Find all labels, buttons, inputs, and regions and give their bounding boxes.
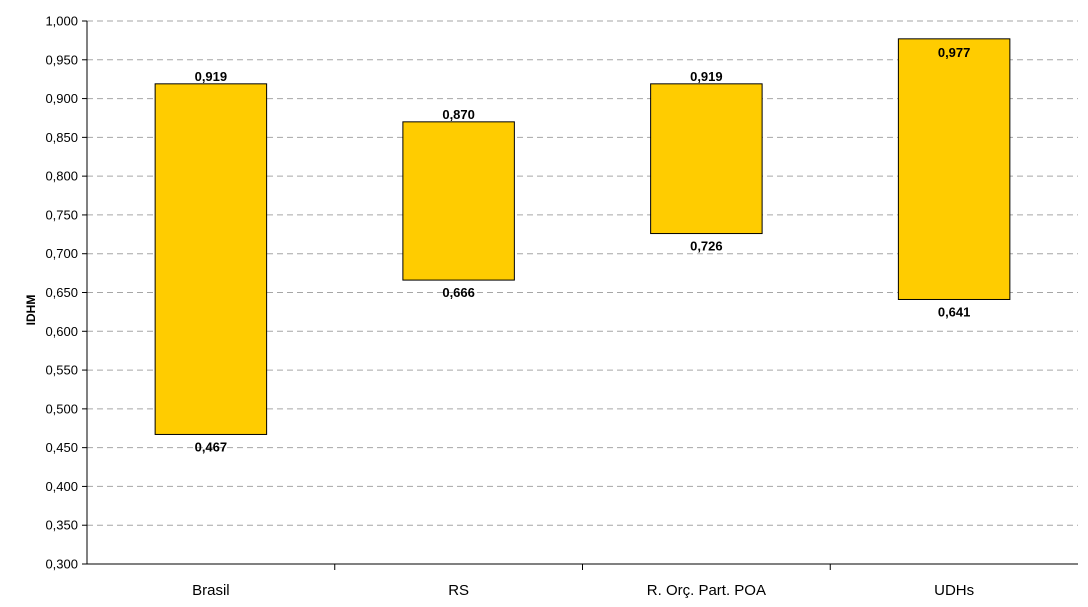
y-tick-label: 0,800 (45, 169, 78, 184)
y-tick-label: 0,950 (45, 52, 78, 67)
y-tick-label: 0,900 (45, 91, 78, 106)
y-tick-label: 0,650 (45, 285, 78, 300)
x-category-label: Brasil (192, 582, 230, 599)
y-tick-label: 0,700 (45, 246, 78, 261)
x-category-label: UDHs (934, 582, 974, 599)
y-tick-label: 0,550 (45, 363, 78, 378)
y-tick-label: 0,400 (45, 479, 78, 494)
bars: 0,919 0,467 Brasil 0,870 0,666 RS 0,919 0,726 R.… (154, 38, 1011, 599)
min-value-label: 0,467 (195, 439, 228, 454)
y-tick-label: 0,600 (45, 324, 78, 339)
y-axis-label: IDHM (24, 295, 38, 326)
max-value-label: 0,870 (442, 107, 475, 122)
y-tick-label: 0,850 (45, 130, 78, 145)
y-tick-label: 0,300 (45, 557, 78, 572)
x-category-label: R. Orç. Part. POA (647, 582, 766, 599)
y-tick-label: 0,750 (45, 207, 78, 222)
bar-2 (650, 83, 763, 235)
y-ticks: 0,300 0,350 0,400 0,450 0,500 0,550 0,600 0,650… (45, 14, 87, 572)
min-value-label: 0,726 (690, 239, 723, 254)
max-value-label: 0,977 (938, 45, 971, 60)
min-value-label: 0,666 (442, 285, 475, 300)
max-value-label: 0,919 (690, 69, 723, 84)
bar-3 (897, 38, 1011, 300)
min-value-label: 0,641 (938, 304, 971, 319)
y-tick-label: 0,350 (45, 518, 78, 533)
bar-0 (154, 83, 268, 435)
x-category-label: RS (448, 582, 469, 599)
y-tick-label: 0,450 (45, 440, 78, 455)
y-tick-label: 1,000 (45, 14, 78, 29)
y-tick-label: 0,500 (45, 401, 78, 416)
bar-1 (402, 121, 515, 281)
max-value-label: 0,919 (195, 69, 228, 84)
